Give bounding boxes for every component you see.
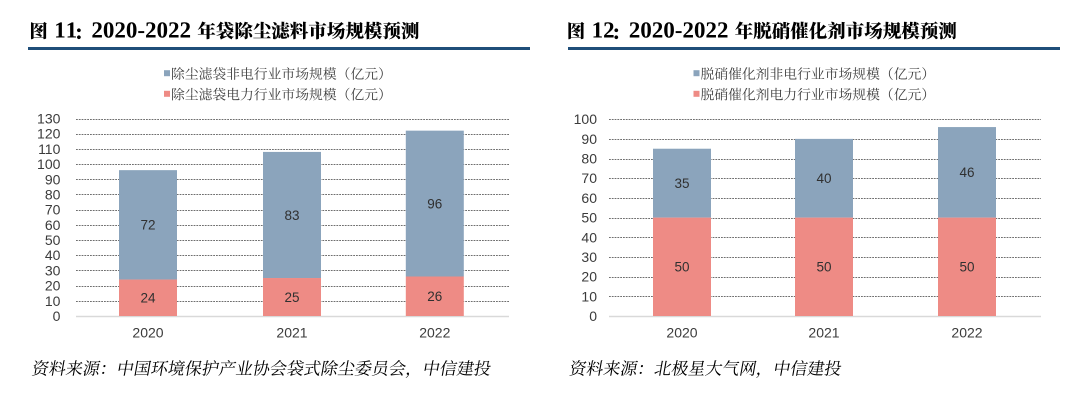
svg-text:80: 80 [45, 187, 61, 203]
svg-text:60: 60 [581, 190, 597, 206]
svg-text:10: 10 [45, 293, 61, 309]
svg-text:2022: 2022 [951, 324, 982, 340]
svg-text:40: 40 [816, 171, 831, 186]
svg-text:26: 26 [427, 289, 442, 304]
svg-text:120: 120 [37, 126, 61, 142]
svg-text:24: 24 [140, 291, 156, 306]
svg-text:83: 83 [284, 208, 299, 223]
svg-text:2022: 2022 [419, 324, 450, 340]
svg-text:110: 110 [38, 141, 61, 157]
svg-text:60: 60 [45, 217, 61, 233]
svg-text:35: 35 [674, 176, 689, 191]
svg-text:40: 40 [581, 229, 597, 245]
svg-text:50: 50 [581, 210, 597, 226]
svg-text:30: 30 [581, 249, 597, 265]
svg-text:96: 96 [427, 196, 442, 211]
svg-text:2020: 2020 [132, 324, 163, 340]
svg-text:50: 50 [45, 232, 61, 248]
svg-text:100: 100 [574, 111, 598, 127]
svg-text:100: 100 [37, 156, 61, 172]
svg-text:40: 40 [45, 247, 61, 263]
svg-text:72: 72 [140, 218, 155, 233]
svg-text:2020: 2020 [666, 324, 697, 340]
svg-text:0: 0 [53, 308, 61, 324]
svg-text:0: 0 [589, 308, 597, 324]
svg-text:90: 90 [581, 131, 597, 147]
svg-text:50: 50 [959, 260, 974, 275]
svg-text:80: 80 [581, 151, 597, 167]
svg-text:2021: 2021 [808, 324, 839, 340]
svg-text:30: 30 [45, 262, 61, 278]
svg-text:90: 90 [45, 171, 61, 187]
svg-text:20: 20 [45, 278, 61, 294]
svg-text:25: 25 [284, 290, 299, 305]
svg-text:50: 50 [816, 260, 831, 275]
svg-text:20: 20 [581, 269, 597, 285]
svg-text:70: 70 [581, 170, 597, 186]
svg-text:2021: 2021 [276, 324, 307, 340]
svg-text:70: 70 [45, 202, 61, 218]
svg-text:46: 46 [959, 165, 974, 180]
svg-text:130: 130 [37, 111, 61, 127]
svg-text:50: 50 [674, 260, 689, 275]
svg-text:10: 10 [581, 288, 597, 304]
